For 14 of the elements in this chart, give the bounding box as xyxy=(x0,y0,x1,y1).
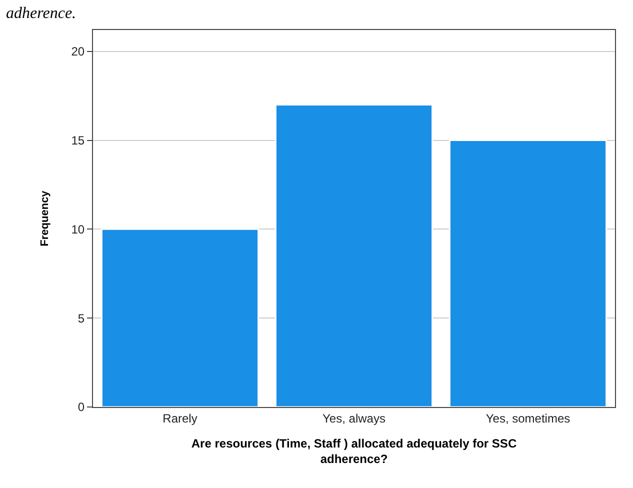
y-tick-label: 10 xyxy=(71,222,85,236)
x-tick-label: Yes, always xyxy=(322,411,386,426)
text: adherence. xyxy=(6,5,76,22)
y-axis-title: Frequency xyxy=(38,190,51,246)
y-tick-label: 0 xyxy=(78,400,85,414)
bar xyxy=(448,140,608,407)
y-tick-label: 5 xyxy=(78,311,85,326)
y-tick-label: 20 xyxy=(71,44,85,59)
x-axis-title: Are resources (Time, Staff ) allocated adequately for SSC adherence? xyxy=(191,436,517,466)
y-tick-label: 15 xyxy=(71,133,85,148)
x-tick-label: Rarely xyxy=(162,411,198,426)
x-tick-label: Yes, sometimes xyxy=(486,411,570,426)
bar xyxy=(100,228,260,407)
bar xyxy=(274,104,434,407)
